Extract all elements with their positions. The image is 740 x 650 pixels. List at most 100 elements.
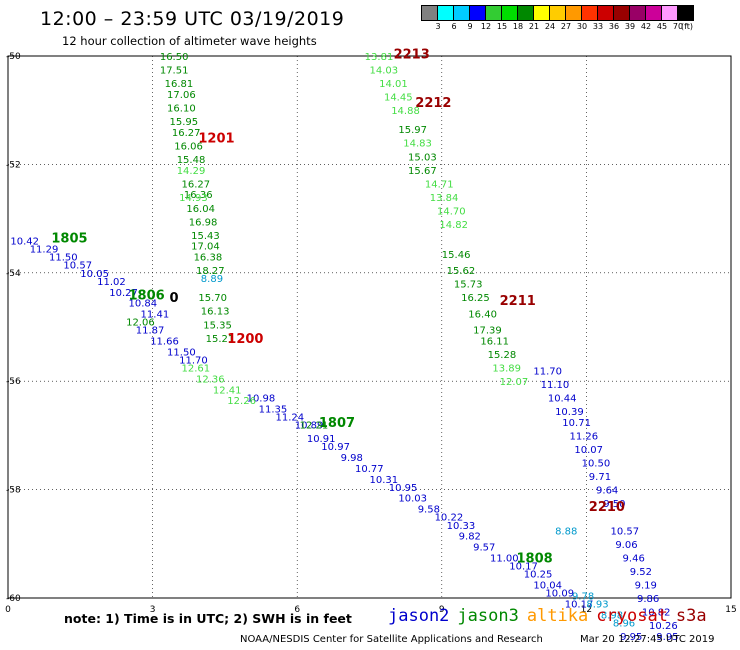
data-label: 10.50 (582, 459, 611, 470)
data-label: 10.07 (574, 445, 603, 456)
data-label: 16.50 (160, 52, 189, 63)
data-label: 9.19 (635, 580, 657, 591)
data-label: 14.29 (177, 166, 206, 177)
data-label: 17.06 (167, 90, 196, 101)
data-label: 10.03 (398, 494, 427, 505)
colorbar (421, 5, 694, 21)
data-label: 18.27 (196, 266, 225, 277)
y-tick-label: -60 (6, 594, 21, 604)
data-label: 9.57 (473, 543, 495, 554)
colorbar-tick-label: 33 (592, 22, 604, 31)
data-label: 14.83 (403, 139, 432, 150)
data-label: 17.51 (160, 66, 189, 77)
data-label: 14.82 (439, 220, 468, 231)
legend: jason2 jason3 altika cryosat s3a (388, 606, 715, 626)
data-label: 15.48 (177, 155, 206, 166)
data-label: 10.82 (642, 608, 671, 619)
time-annotation: 1200 (227, 332, 263, 347)
data-label: 15.28 (488, 350, 517, 361)
data-label: 9.86 (637, 594, 659, 605)
data-label: 13.84 (430, 193, 459, 204)
data-label: 15.62 (447, 266, 476, 277)
data-label: 16.81 (165, 79, 194, 90)
data-label: 10.39 (555, 407, 584, 418)
data-label: 11.26 (570, 431, 599, 442)
data-label: 11.70 (179, 356, 208, 367)
data-label: 8.98 (601, 610, 623, 621)
data-label: 11.10 (541, 380, 570, 391)
data-label: 8.88 (555, 526, 577, 537)
colorbar-tick-label: 70 (672, 22, 684, 31)
data-label: 8.93 (586, 599, 608, 610)
data-label: 11.02 (97, 277, 126, 288)
data-label: 10.97 (321, 442, 350, 453)
data-label: 11.29 (30, 244, 59, 255)
colorbar-ticks: 3 6 9 12 15 18 21 24 27 30 33 36 39 42 45 70 (ft) (421, 22, 740, 34)
data-label: 10.57 (611, 526, 640, 537)
data-label: 10.05 (80, 269, 109, 280)
data-label: 14.93 (179, 193, 208, 204)
data-label: 10.09 (545, 589, 574, 600)
data-label: 9.78 (572, 591, 594, 602)
time-annotation: 1805 (51, 232, 87, 247)
data-label: 9.52 (630, 567, 652, 578)
data-label: 12.61 (182, 364, 211, 375)
data-label: 11.50 (167, 347, 196, 358)
colorbar-tick-label: 27 (560, 22, 572, 31)
data-label: 17.39 (473, 326, 502, 337)
data-label: 10.89 (295, 421, 324, 432)
data-label: 15.67 (408, 166, 437, 177)
data-label: 9.98 (341, 453, 363, 464)
time-annotation: 2213 (394, 47, 430, 62)
colorbar-tick-label: 42 (640, 22, 652, 31)
data-label: 10.91 (307, 434, 336, 445)
data-label: 13.89 (492, 364, 521, 375)
time-annotation: 1807 (319, 416, 355, 431)
y-tick-label: -52 (6, 160, 21, 170)
data-label: 9.71 (589, 472, 611, 483)
y-tick-label: -54 (6, 269, 21, 279)
data-label: 9.58 (418, 505, 440, 516)
colorbar-tick-label: 21 (528, 22, 540, 31)
data-label: 10.17 (565, 599, 594, 610)
data-label: 16.10 (167, 103, 196, 114)
data-label: 10.31 (370, 475, 399, 486)
data-label: 9.82 (459, 532, 481, 543)
data-label: 12.06 (126, 318, 155, 329)
colorbar-tick-label: 39 (624, 22, 636, 31)
data-label: 11.66 (150, 337, 179, 348)
data-label: 15.97 (398, 125, 427, 136)
colorbar-tick-label: 15 (496, 22, 508, 31)
x-tick-label: 6 (294, 605, 300, 615)
data-label: 16.27 (172, 128, 201, 139)
data-label: 10.26 (649, 621, 678, 632)
data-label: 10.27 (109, 288, 138, 299)
data-label: 10.71 (562, 418, 591, 429)
data-label: 10.98 (247, 393, 276, 404)
colorbar-tick-label: 3 (435, 22, 441, 31)
data-label: 10.44 (548, 393, 577, 404)
x-tick-label: 12 (581, 605, 592, 615)
time-annotation: 1806 (129, 288, 165, 303)
y-tick-label: -58 (6, 486, 21, 496)
colorbar-tick-label: 12 (480, 22, 492, 31)
time-annotation: 2210 (589, 500, 625, 515)
colorbar-tick-label: 30 (576, 22, 588, 31)
data-label: 16.27 (182, 179, 211, 190)
colorbar-tick-label: 36 (608, 22, 620, 31)
data-label: 16.40 (468, 309, 497, 320)
data-label: 9.46 (623, 553, 645, 564)
x-tick-label: 15 (725, 605, 736, 615)
data-label: 8.96 (613, 618, 635, 629)
data-label: 15.35 (203, 320, 232, 331)
x-tick-label: 3 (150, 605, 156, 615)
data-label: 16.98 (189, 217, 218, 228)
data-label: 10.95 (389, 483, 418, 494)
colorbar-tick-label: 9 (467, 22, 473, 31)
colorbar-tick-label: 24 (544, 22, 556, 31)
colorbar-tick-label: (ft) (680, 22, 694, 31)
time-annotation: 1808 (517, 551, 553, 566)
credit-line: NOAA/NESDIS Center for Satellite Applica… (240, 634, 543, 645)
data-label: 12.07 (500, 377, 529, 388)
data-label: 9.50 (603, 499, 625, 510)
